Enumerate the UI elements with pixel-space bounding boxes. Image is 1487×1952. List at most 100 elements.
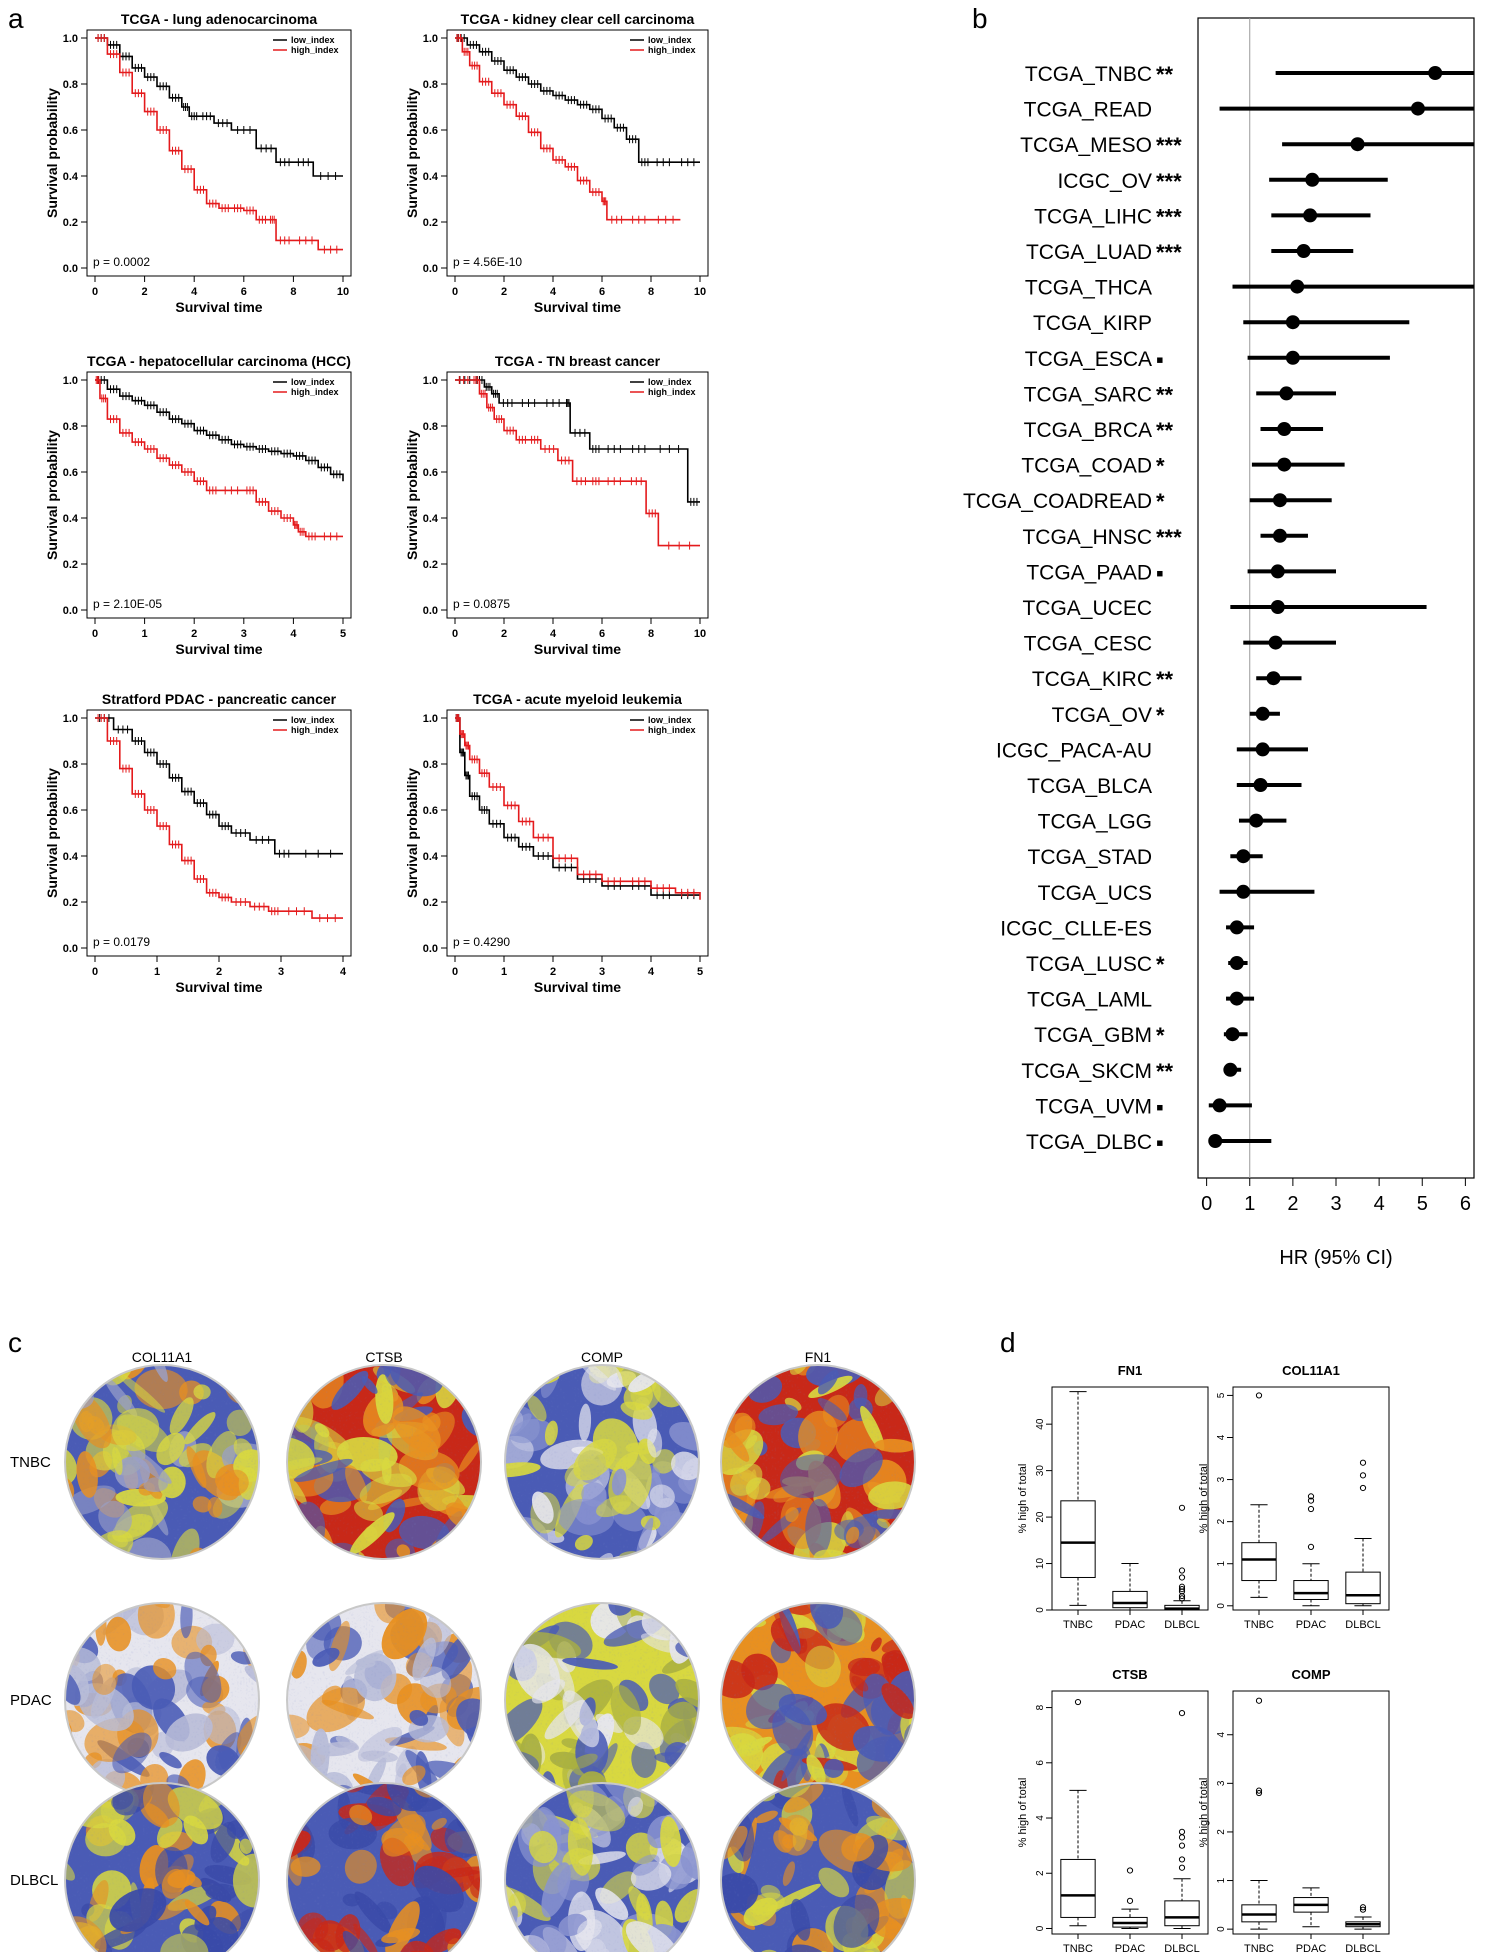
study-label: ICGC_CLLE-ES — [1000, 917, 1152, 940]
outlier-point — [1307, 1493, 1315, 1500]
study-label: TCGA_LGG — [1038, 811, 1152, 834]
outlier-point — [1255, 1787, 1263, 1794]
x-tick-label: 2 — [216, 966, 222, 978]
significance-mark: *** — [1156, 240, 1182, 265]
legend-low: low_index — [291, 715, 335, 725]
x-tick-label: 1 — [154, 966, 160, 978]
stain-blob — [721, 1622, 748, 1641]
study-label: TCGA_DLBC — [1026, 1131, 1152, 1154]
x-tick-label: 6 — [1460, 1193, 1471, 1215]
category-label: DLBCL — [1164, 1943, 1199, 1952]
legend-low: low_index — [291, 35, 335, 45]
panel-letter-d: d — [1000, 1327, 1016, 1358]
x-tick-label: 0 — [452, 286, 458, 298]
outlier-point — [1178, 1834, 1186, 1841]
p-value: p = 2.10E-05 — [93, 597, 162, 611]
x-tick-label: 3 — [278, 966, 284, 978]
chart-title: FN1 — [1118, 1363, 1143, 1378]
y-tick-label: 0.2 — [63, 217, 78, 229]
study-label: TCGA_COADREAD — [963, 490, 1152, 513]
y-tick-label: 0.8 — [63, 79, 78, 91]
core-grain — [65, 1603, 259, 1797]
outlier-point — [1178, 1595, 1186, 1602]
y-tick-label: 0.4 — [63, 851, 79, 863]
outlier-point — [1359, 1472, 1367, 1479]
box — [1060, 1500, 1096, 1578]
chart-title: COMP — [1292, 1667, 1331, 1682]
core-grain — [505, 1783, 699, 1952]
y-tick-label: 0.4 — [423, 851, 439, 863]
y-tick-label: 4 — [1216, 1434, 1227, 1440]
study-label: TCGA_OV — [1052, 704, 1152, 727]
core-grain — [721, 1365, 915, 1559]
x-axis-label: Survival time — [175, 979, 262, 995]
y-tick-label: 0 — [1035, 1925, 1046, 1931]
x-tick-label: 0 — [92, 966, 98, 978]
hr-point — [1279, 386, 1294, 401]
hr-point — [1268, 635, 1283, 650]
box — [1164, 1900, 1200, 1927]
hr-point — [1225, 1027, 1240, 1042]
y-tick-label: 1.0 — [423, 375, 438, 387]
series-line-low_index — [455, 37, 700, 163]
x-tick-label: 2 — [191, 628, 197, 640]
x-tick-label: 0 — [92, 628, 98, 640]
x-axis-label: Survival time — [534, 979, 621, 995]
x-tick-label: 5 — [340, 628, 346, 640]
core-tissue — [721, 1603, 915, 1797]
x-tick-label: 10 — [694, 286, 706, 298]
x-tick-label: 4 — [648, 966, 655, 978]
outlier-point — [1359, 1904, 1367, 1911]
stain-blob — [126, 1603, 143, 1606]
outlier-point — [1178, 1856, 1186, 1863]
study-label: TCGA_STAD — [1028, 846, 1152, 869]
y-tick-label: 10 — [1035, 1558, 1046, 1570]
hr-point — [1272, 493, 1287, 508]
core-grain — [721, 1783, 915, 1952]
boxplot-comp: COMP 0 1 2 3 4 % high of total TNBC PDAC DLBCL — [1198, 1667, 1390, 1952]
km-plot-hcc: TCGA - hepatocellular carcinoma (HCC) 0 1 2… — [44, 353, 352, 657]
category-label: PDAC — [1296, 1619, 1327, 1631]
hr-point — [1277, 422, 1292, 436]
study-label: TCGA_LAML — [1027, 989, 1152, 1012]
y-tick-label: 0.0 — [63, 943, 78, 955]
study-label: TCGA_BRCA — [1024, 419, 1152, 442]
km-plot-lung-adenocarcinoma: TCGA - lung adenocarcinoma 0 2 4 6 8 10 Surviva… — [44, 11, 352, 315]
tissue-core-tnbc-ctsb — [286, 1364, 482, 1560]
outlier-point — [1255, 1697, 1263, 1704]
x-tick-label: 10 — [337, 286, 349, 298]
legend-high: high_index — [648, 725, 696, 735]
x-tick-label: 6 — [241, 286, 247, 298]
y-tick-label: 0.2 — [423, 559, 438, 571]
significance-mark: * — [1156, 952, 1165, 977]
category-label: TNBC — [1063, 1943, 1093, 1952]
y-tick-label: 1.0 — [423, 33, 438, 45]
category-label: DLBCL — [1164, 1619, 1199, 1631]
series-line-high_index — [95, 717, 343, 919]
series-line-high_index — [95, 37, 343, 251]
core-rim — [64, 1782, 260, 1952]
category-label: TNBC — [1244, 1619, 1274, 1631]
y-tick-label: 1 — [1216, 1877, 1227, 1883]
panel-letter-c: c — [8, 1327, 22, 1358]
category-label: TNBC — [1063, 1619, 1093, 1631]
y-tick-label: 2 — [1035, 1870, 1046, 1876]
tma-panel: COL11A1 CTSB COMP FN1 TNBC PDAC DLBCL — [10, 1349, 916, 1952]
x-axis-label: Survival time — [534, 641, 621, 657]
study-label: TCGA_SARC — [1024, 383, 1152, 406]
study-label: TCGA_ESCA — [1025, 348, 1152, 371]
y-tick-label: 2 — [1216, 1829, 1227, 1835]
y-tick-label: 0.6 — [63, 125, 78, 137]
x-tick-label: 2 — [1287, 1193, 1298, 1215]
study-label: TCGA_LUAD — [1026, 241, 1152, 264]
core-grain — [721, 1603, 915, 1797]
study-label: TCGA_UVM — [1035, 1095, 1152, 1118]
boxplot-fn1: FN1 0 10 20 30 40 % high of total TNBC PDAC DLBCL — [1017, 1363, 1209, 1631]
y-tick-label: 0 — [1216, 1603, 1227, 1609]
category-label: PDAC — [1115, 1619, 1146, 1631]
series-line-high_index — [455, 37, 681, 221]
outlier-point — [1359, 1459, 1367, 1466]
significance-mark: ** — [1156, 62, 1174, 87]
stain-blob — [721, 1383, 728, 1428]
